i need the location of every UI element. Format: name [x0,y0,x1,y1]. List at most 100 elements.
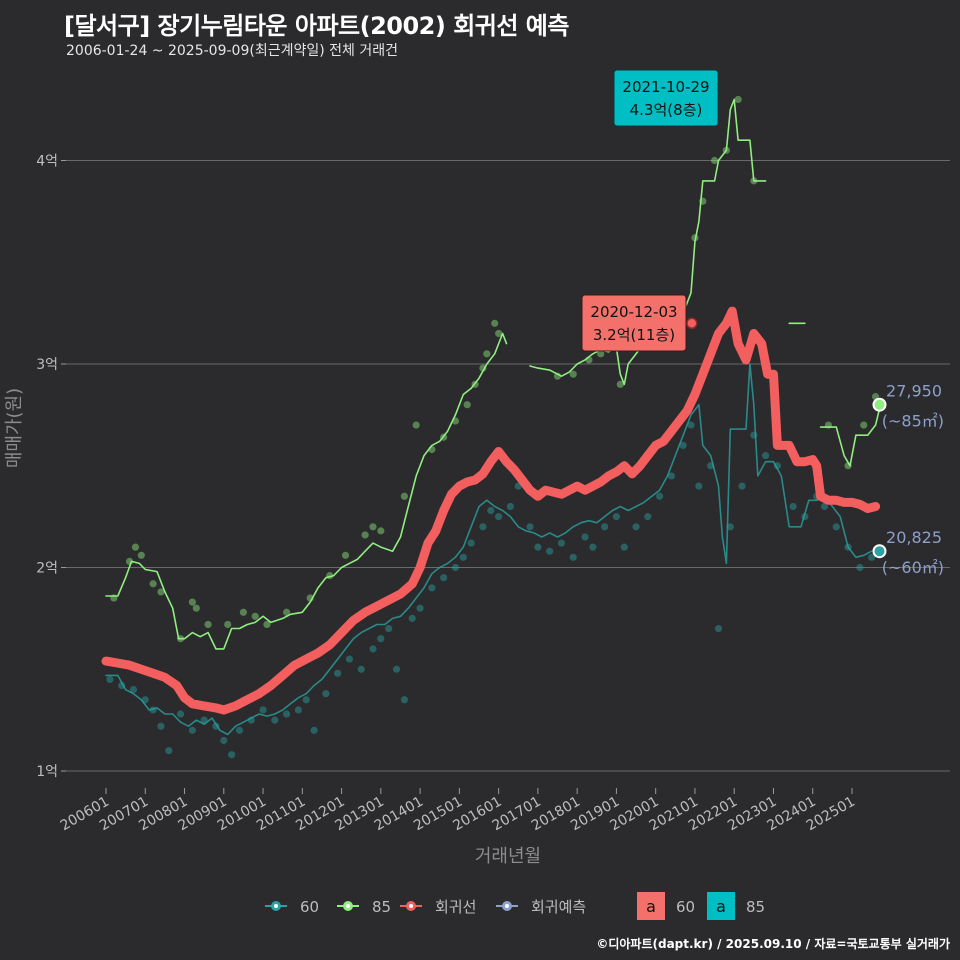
scatter-point-60 [157,722,165,730]
scatter-point-85 [192,604,200,612]
scatter-point-85 [283,608,291,616]
scatter-point-60 [581,533,589,541]
scatter-point-60 [451,563,460,572]
scatter-point-60 [868,553,876,561]
legend-fill-box-85 [707,892,735,920]
scatter-point-85 [224,620,232,629]
scatter-point-85 [569,370,577,378]
scatter-point-60 [408,614,416,622]
end-size-85: (~85㎡) [882,412,944,431]
end-value-60: 20,825 [886,528,942,547]
y-tick-label: 3억 [36,357,58,373]
legend-label-85: 85 [372,898,391,916]
x-axis-ticks: 2006012007012008012009012010012011012012… [58,788,858,834]
scatter-point-60 [400,696,408,704]
legend: 60 85 회귀선 회귀예측 a 60 a 85 [265,892,765,920]
end-size-60: (~60㎡) [882,558,944,577]
scatter-point-85 [149,580,157,588]
scatter-point-60 [283,710,291,718]
legend-dot-center-reg [409,904,413,908]
scatter-point-85 [377,527,385,535]
scatter-point-60 [679,441,687,449]
scatter-point-60 [644,513,652,521]
scatter-point-85 [860,421,868,429]
scatter-point-85 [263,620,271,629]
series-line-60 [105,363,873,736]
scatter-point-60 [832,523,840,531]
x-axis-title: 거래년월 [475,846,541,867]
scatter-point-85 [483,350,491,358]
scatter-60 [106,421,876,759]
scatter-point-85 [341,551,350,559]
chart-title: [달서구] 장기누림타운 아파트(2002) 회귀선 예측 [64,12,569,40]
series-lines [101,98,881,736]
label-date-85: 2021-10-29 [622,78,709,96]
scatter-point-60 [726,523,734,531]
scatter-point-85 [204,620,212,629]
legend-label-reg: 회귀선 [435,898,476,916]
scatter-point-85 [495,329,503,338]
scatter-point-60 [385,624,393,633]
scatter-point-60 [695,482,703,490]
scatter-point-60 [487,506,495,515]
scatter-point-60 [322,690,330,698]
y-tick-label: 4억 [36,154,58,170]
scatter-point-85 [734,95,742,104]
scatter-point-85 [157,588,165,596]
scatter-point-85 [131,543,140,551]
scatter-point-85 [412,421,420,429]
scatter-point-60 [820,502,829,511]
end-value-85: 27,950 [886,382,942,401]
scatter-point-60 [377,635,385,643]
scatter-point-85 [251,612,259,620]
highlight-point-max-regression [686,317,698,330]
scatter-point-60 [557,539,566,547]
scatter-point-60 [302,696,310,704]
scatter-point-60 [656,492,664,500]
legend-dot-center-60 [274,904,278,908]
scatter-point-60 [632,523,640,531]
scatter-point-60 [165,747,173,755]
scatter-point-60 [271,716,279,724]
scatter-point-60 [334,669,342,677]
label-date-regression: 2020-12-03 [590,303,677,321]
y-tick-label: 1억 [36,764,58,780]
chart-subtitle: 2006-01-24 ~ 2025-09-09(최근계약일) 전체 거래건 [66,43,398,59]
label-price-85: 4.3억(8층) [630,101,703,119]
scatter-point-60 [495,513,503,521]
scatter-point-60 [526,523,534,531]
annotations: 2020-12-03 3.2억(11층) 2021-10-29 4.3억(8층) 27,… [581,69,944,577]
scatter-point-85 [616,380,624,388]
legend-fill-box-60 [637,892,665,920]
scatter-point-85 [400,492,408,500]
scatter-point-60 [546,547,554,555]
scatter-point-60 [294,706,302,714]
series-line-85 [819,408,881,467]
y-axis-title: 매매가(원) [4,388,25,468]
legend-label-60: 60 [300,898,319,916]
series-line-regression [101,306,881,715]
scatter-point-60 [601,523,609,531]
scatter-point-85 [239,608,248,616]
scatter-point-60 [310,726,318,734]
scatter-point-60 [416,604,424,612]
scatter-point-60 [714,624,723,633]
scatter-point-60 [369,645,377,653]
scatter-point-60 [612,513,621,521]
legend-fill-label-60: 60 [676,898,695,916]
scatter-point-60 [667,472,675,480]
scatter-point-60 [428,584,436,592]
scatter-point-60 [188,726,196,734]
legend-fill-label-85: 85 [746,898,765,916]
legend-fill-glyph-85: a [716,897,726,916]
scatter-point-85 [597,350,605,358]
scatter-point-60 [789,502,797,511]
scatter-point-60 [589,543,597,551]
label-box-85 [613,69,719,127]
scatter-point-60 [357,665,365,673]
y-tick-label: 2억 [36,561,58,577]
source-caption: ©디아파트(dapt.kr) / 2025.09.10 / 자료=국토교통부 실… [596,937,950,951]
scatter-point-60 [738,482,746,490]
scatter-point-60 [228,751,236,759]
